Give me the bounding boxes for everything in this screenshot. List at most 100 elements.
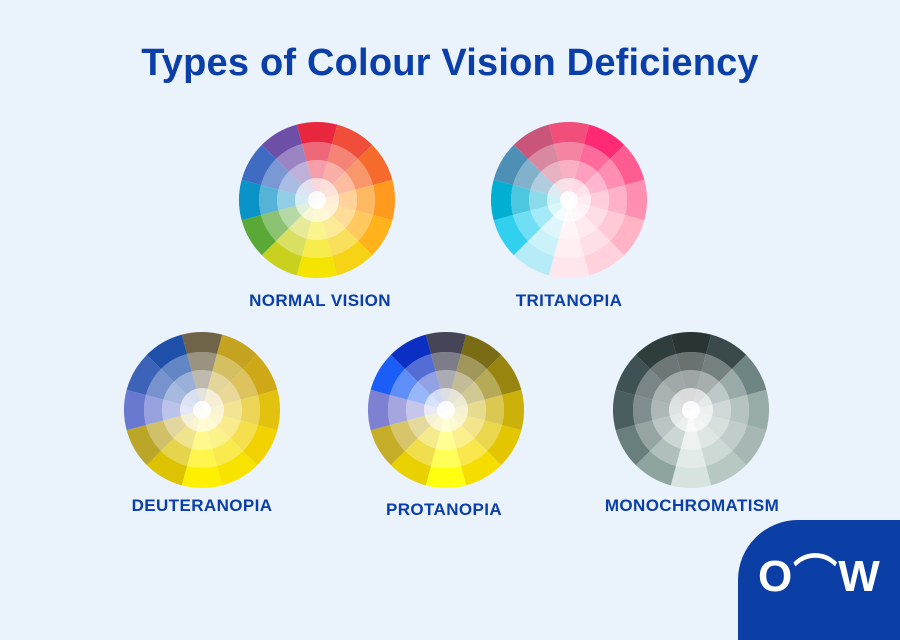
wheel-sector	[558, 160, 580, 179]
wheel-sector	[579, 143, 611, 172]
wheel-sector	[241, 215, 276, 256]
wheel-sector	[261, 124, 302, 159]
wheel-sector	[615, 354, 650, 395]
wheel-sector	[635, 451, 676, 486]
wheel-sector	[649, 438, 681, 467]
wheel-sector	[597, 158, 626, 190]
wheel-sector	[530, 205, 554, 229]
wheel-sector	[306, 221, 328, 240]
wheel-sector	[527, 143, 559, 172]
wheel-sector	[747, 389, 769, 431]
tritanopia-wheel	[489, 120, 649, 280]
wheel-sector	[288, 161, 312, 185]
wheel-sector	[527, 228, 559, 257]
wheel-sector	[322, 161, 346, 185]
wheel-sector	[446, 404, 468, 416]
wheel-sector	[625, 179, 647, 221]
wheel-sector	[332, 241, 373, 276]
wheel-sector	[306, 160, 328, 179]
wheel-sector	[191, 370, 213, 389]
wheel-sector	[513, 241, 554, 276]
wheel-sector	[563, 178, 575, 200]
wheel-sector	[277, 189, 296, 211]
wheel-sector	[358, 215, 393, 256]
wheel-sector	[590, 189, 609, 211]
wheel-sector	[529, 189, 548, 211]
wheel-sector	[145, 368, 174, 400]
wheel-sector	[332, 205, 356, 229]
wheel-sector	[207, 425, 231, 449]
wheel-sector	[278, 171, 302, 195]
wheel-sector	[389, 420, 418, 452]
wheel-sector	[675, 352, 707, 372]
wheel-sector	[275, 143, 307, 172]
wheel-sector	[610, 215, 645, 256]
wheel-sector	[160, 438, 192, 467]
wheel-sector	[243, 425, 278, 466]
wheel-sector	[680, 370, 702, 389]
wheel-sector	[275, 228, 307, 257]
wheel-sector	[584, 124, 625, 159]
wheel-sector	[513, 124, 554, 159]
wheel-sector	[732, 425, 767, 466]
wheel-sector	[241, 144, 276, 185]
wheel-sector	[440, 410, 452, 432]
wheel-sector	[239, 179, 261, 221]
wheel-sector	[597, 210, 626, 242]
wheel-sector	[301, 142, 333, 162]
wheel-sector	[484, 394, 504, 426]
wheel-sector	[296, 256, 338, 278]
wheel-sector	[388, 394, 408, 426]
wheel-sector	[301, 238, 333, 258]
wheel-sector	[610, 144, 645, 185]
wheel-sector	[701, 353, 733, 382]
wheel-sector	[613, 389, 635, 431]
wheel-sector	[729, 394, 749, 426]
wheel-sector	[424, 404, 446, 416]
wheel-sector	[670, 466, 712, 488]
wheel-sector	[456, 353, 488, 382]
wheel-sector	[553, 142, 585, 162]
wheel-sector	[212, 353, 244, 382]
wheel-sector	[370, 425, 405, 466]
wheel-sector	[706, 451, 747, 486]
wheel-sector	[680, 431, 702, 450]
wheel-sector	[558, 221, 580, 240]
wheel-sector	[243, 354, 278, 395]
wheel-sector	[712, 399, 731, 421]
wheel-sector	[126, 425, 161, 466]
wheel-sector	[669, 404, 691, 416]
wheel-sector	[696, 371, 720, 395]
wheel-center	[193, 401, 211, 419]
wheel-sector	[163, 381, 187, 405]
wheel-sector	[417, 425, 441, 449]
wheel-sector	[311, 200, 323, 222]
wheel-sector	[635, 334, 676, 369]
protanopia-wheel	[366, 330, 526, 490]
wheel-sector	[512, 158, 541, 190]
wheel-sector	[435, 370, 457, 389]
wheel-sector	[417, 371, 441, 395]
wheel-sector	[540, 161, 564, 185]
wheel-sector	[435, 431, 457, 450]
wheel-sector	[574, 215, 598, 239]
wheel-sector	[355, 184, 375, 216]
wheel-sector	[338, 189, 357, 211]
wheel-sector	[181, 332, 223, 354]
wheel-sector	[258, 389, 280, 431]
wheel-sector	[548, 256, 590, 278]
wheel-sector	[548, 122, 590, 144]
wheel-sector	[373, 179, 395, 221]
wheel-sector	[430, 352, 462, 372]
wheel-sector	[574, 161, 598, 185]
wheel-sector	[260, 210, 289, 242]
wheel-sector	[719, 368, 748, 400]
wheel-sector	[706, 334, 747, 369]
wheel-sector	[146, 451, 187, 486]
wheel-sector	[451, 371, 475, 395]
wheel-sector	[530, 171, 554, 195]
wheel-sector	[652, 381, 676, 405]
wheel-sector	[487, 354, 522, 395]
wheel-sector	[217, 381, 241, 405]
wheel-sector	[502, 389, 524, 431]
